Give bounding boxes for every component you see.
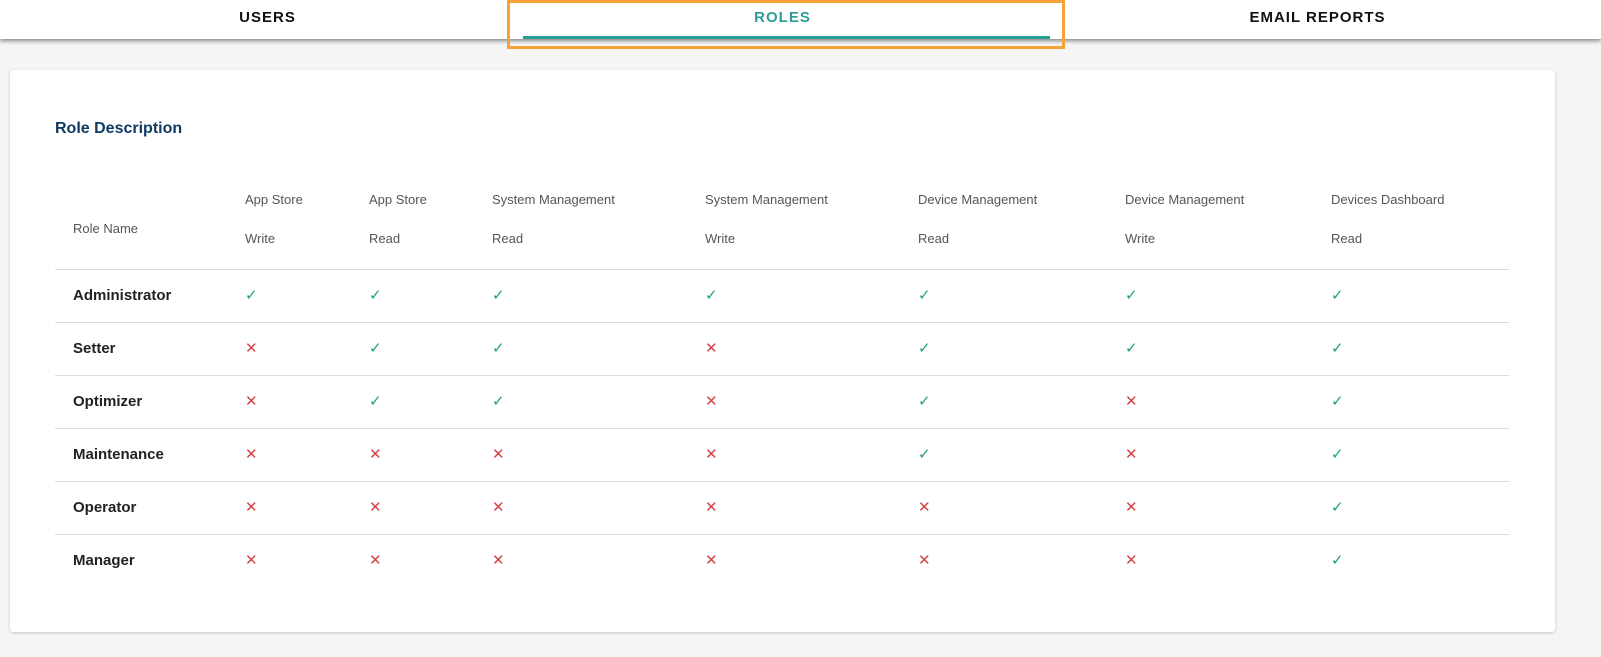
check-icon: ✓ [918, 287, 931, 304]
row-divider [55, 481, 1509, 482]
role-name: Setter [73, 340, 116, 357]
column-header: System Management [705, 192, 828, 207]
cross-icon: ✕ [245, 446, 258, 463]
role-name: Maintenance [73, 446, 164, 463]
row-divider [55, 534, 1509, 535]
cross-icon: ✕ [1125, 552, 1138, 569]
column-header: Write [705, 231, 736, 246]
check-icon: ✓ [369, 340, 382, 357]
check-icon: ✓ [1331, 446, 1344, 463]
column-header: App Store [369, 192, 427, 207]
cross-icon: ✕ [705, 446, 718, 463]
column-header: Device Management [1125, 192, 1245, 207]
check-icon: ✓ [1331, 393, 1344, 410]
check-icon: ✓ [1125, 340, 1138, 357]
role-name: Administrator [73, 287, 172, 304]
cross-icon: ✕ [918, 552, 931, 569]
check-icon: ✓ [1125, 287, 1138, 304]
check-icon: ✓ [1331, 287, 1344, 304]
check-icon: ✓ [1331, 340, 1344, 357]
column-header: App Store [245, 192, 303, 207]
header-divider [55, 269, 1509, 270]
row-divider [55, 375, 1509, 376]
cross-icon: ✕ [492, 552, 505, 569]
check-icon: ✓ [369, 287, 382, 304]
cross-icon: ✕ [492, 499, 505, 516]
cross-icon: ✕ [705, 393, 718, 410]
active-tab-indicator [523, 36, 1050, 39]
check-icon: ✓ [918, 446, 931, 463]
cross-icon: ✕ [918, 499, 931, 516]
row-divider [55, 322, 1509, 323]
row-divider [55, 428, 1509, 429]
tab-label: ROLES [754, 9, 811, 26]
column-header: Read [918, 231, 950, 246]
role-name: Optimizer [73, 393, 143, 410]
card-title: Role Description [55, 120, 183, 137]
check-icon: ✓ [918, 340, 931, 357]
column-header: Write [245, 231, 276, 246]
cross-icon: ✕ [492, 446, 505, 463]
check-icon: ✓ [1331, 552, 1344, 569]
cross-icon: ✕ [1125, 446, 1138, 463]
role-name: Operator [73, 499, 137, 516]
tab-users[interactable]: USERS [0, 0, 535, 39]
check-icon: ✓ [492, 340, 505, 357]
check-icon: ✓ [1331, 499, 1344, 516]
check-icon: ✓ [369, 393, 382, 410]
cross-icon: ✕ [369, 499, 382, 516]
tab-roles[interactable]: ROLES [515, 0, 1050, 39]
tab-email-reports[interactable]: EMAIL REPORTS [1050, 0, 1585, 39]
column-header: Read [369, 231, 401, 246]
column-header: Device Management [918, 192, 1038, 207]
tab-bar: USERS ROLES EMAIL REPORTS [0, 0, 1601, 39]
check-icon: ✓ [492, 287, 505, 304]
cross-icon: ✕ [245, 552, 258, 569]
cross-icon: ✕ [705, 340, 718, 357]
cross-icon: ✕ [369, 446, 382, 463]
cross-icon: ✕ [1125, 499, 1138, 516]
cross-icon: ✕ [245, 393, 258, 410]
tab-label: EMAIL REPORTS [1249, 9, 1386, 26]
check-icon: ✓ [918, 393, 931, 410]
role-description-card: Role Description Role Name App Store Writ… [10, 70, 1555, 632]
column-header: Read [492, 231, 524, 246]
tab-label: USERS [239, 9, 296, 26]
column-header: Devices Dashboard [1331, 192, 1445, 207]
check-icon: ✓ [245, 287, 258, 304]
column-header: Read [1331, 231, 1363, 246]
check-icon: ✓ [705, 287, 718, 304]
column-header-role-name: Role Name [73, 221, 139, 236]
column-header: System Management [492, 192, 615, 207]
cross-icon: ✕ [245, 499, 258, 516]
check-icon: ✓ [492, 393, 505, 410]
column-header: Write [1125, 231, 1156, 246]
cross-icon: ✕ [245, 340, 258, 357]
cross-icon: ✕ [1125, 393, 1138, 410]
role-name: Manager [73, 552, 135, 569]
cross-icon: ✕ [705, 552, 718, 569]
cross-icon: ✕ [369, 552, 382, 569]
cross-icon: ✕ [705, 499, 718, 516]
